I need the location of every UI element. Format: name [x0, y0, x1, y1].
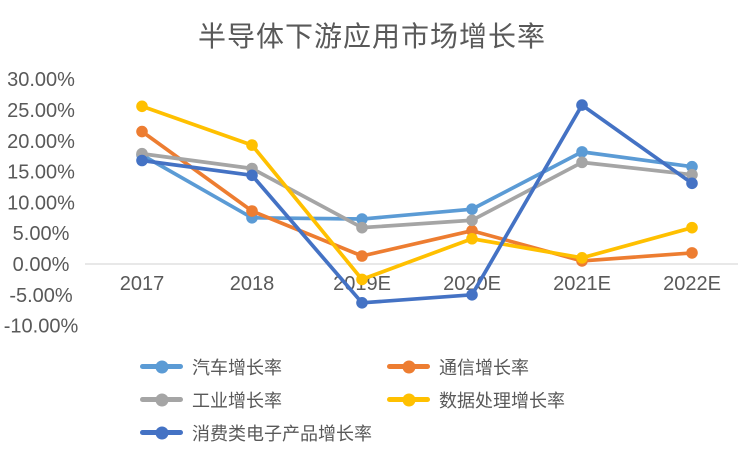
series-marker-data-processing: [136, 100, 148, 113]
series-marker-communication: [246, 205, 258, 217]
legend-item-auto: 汽车增长率: [140, 354, 387, 380]
legend-marker-dot-auto: [155, 360, 168, 373]
x-axis-label: 2017: [120, 273, 165, 295]
legend-marker-dot-data-processing: [402, 393, 415, 406]
y-tick-label: 0.00%: [13, 254, 70, 276]
series-marker-industrial: [576, 156, 588, 169]
series-line-auto: [140, 150, 694, 221]
legend-item-industrial: 工业增长率: [140, 387, 387, 413]
series-marker-consumer-electronics: [136, 154, 148, 167]
plot-area: 30.00% 25.00% 20.00% 15.00% 10.00% 5.00% 0.00%…: [4, 69, 738, 338]
series-marker-industrial: [356, 221, 368, 234]
y-tick-label: 20.00%: [7, 131, 75, 153]
series-marker-communication: [136, 125, 148, 138]
series-line-communication: [140, 129, 694, 263]
series-marker-data-processing: [246, 139, 258, 151]
y-tick-label: 15.00%: [7, 162, 75, 184]
series-marker-data-processing: [466, 232, 478, 245]
series-marker-industrial: [686, 168, 698, 181]
series-marker-communication: [356, 250, 368, 262]
y-tick-label: -5.00%: [9, 285, 73, 307]
x-axis-label: 2020E: [443, 273, 501, 295]
y-tick-label: 25.00%: [7, 100, 75, 122]
series-marker-communication: [686, 247, 698, 259]
series-line-consumer-electronics: [140, 103, 694, 305]
legend-marker-consumer-electronics: [140, 426, 183, 439]
series-marker-consumer-electronics: [686, 177, 698, 190]
legend-label: 工业增长率: [192, 390, 282, 411]
series-marker-consumer-electronics: [576, 99, 588, 111]
series-marker-data-processing: [576, 252, 588, 264]
legend-label: 数据处理增长率: [439, 390, 565, 411]
series-marker-consumer-electronics: [466, 289, 478, 301]
x-axis-label: 2018: [230, 273, 275, 295]
series-marker-auto: [576, 146, 588, 158]
legend-marker-dot-industrial: [155, 393, 168, 406]
legend-label: 消费类电子产品增长率: [192, 423, 372, 444]
series-marker-communication: [466, 224, 478, 237]
y-tick-label: 30.00%: [7, 69, 75, 91]
legend-marker-communication: [387, 360, 430, 373]
legend: 汽车增长率 通信增长率工业增长率 数据处理增长率消费类电子产品增长率: [140, 350, 565, 449]
legend-marker-industrial: [140, 393, 183, 406]
series-marker-consumer-electronics: [246, 169, 258, 182]
series-marker-consumer-electronics: [356, 297, 368, 309]
series-marker-auto: [466, 203, 478, 215]
series-line-industrial: [140, 151, 694, 230]
x-axis-label: 2021E: [553, 273, 611, 295]
legend-label: 通信增长率: [439, 357, 529, 378]
legend-item-consumer-electronics: 消费类电子产品增长率: [140, 420, 387, 446]
y-tick-label: -10.00%: [4, 316, 79, 338]
legend-marker-dot-consumer-electronics: [155, 426, 168, 439]
legend-item-communication: 通信增长率: [387, 354, 565, 380]
series-marker-industrial: [466, 214, 478, 227]
legend-marker-dot-communication: [402, 360, 415, 373]
x-axis-label: 2022E: [663, 273, 721, 295]
series-marker-data-processing: [686, 221, 698, 234]
y-tick-label: 5.00%: [13, 223, 70, 245]
series-marker-data-processing: [356, 273, 368, 286]
legend-marker-data-processing: [387, 393, 430, 406]
y-tick-label: 10.00%: [7, 192, 75, 214]
chart-title: 半导体下游应用市场增长率: [197, 21, 546, 52]
legend-item-data-processing: 数据处理增长率: [387, 387, 565, 413]
series-marker-auto: [686, 160, 698, 173]
series-line-data-processing: [140, 104, 694, 282]
legend-label: 汽车增长率: [192, 357, 282, 378]
legend-marker-auto: [140, 360, 183, 373]
series-marker-auto: [356, 213, 368, 225]
